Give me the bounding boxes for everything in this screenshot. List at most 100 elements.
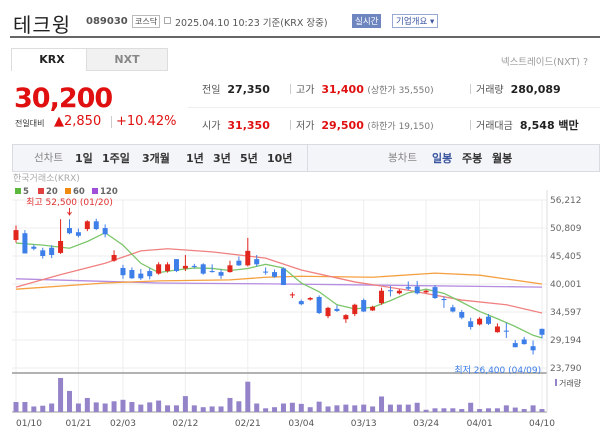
volume-bar	[66, 390, 72, 412]
candle-body	[432, 287, 438, 298]
candle-body	[334, 308, 340, 311]
volume-bar	[31, 406, 37, 412]
volume-bar	[22, 402, 28, 412]
candle-body	[486, 316, 492, 324]
candle-body	[379, 290, 385, 304]
volume-bar	[218, 406, 224, 412]
volume-bar	[387, 404, 393, 412]
y-tick-label: 40,001	[550, 280, 582, 290]
candle-body	[539, 328, 545, 335]
high-value: 31,400	[321, 83, 364, 96]
volume-bar	[93, 402, 99, 412]
candle-body	[272, 272, 278, 277]
candle-body	[325, 307, 331, 317]
volume-bar	[129, 402, 135, 412]
min-annotation: 최저 26,400 (04/09)	[454, 365, 541, 376]
candle-body	[307, 297, 313, 300]
candle-daily[interactable]: 일봉	[432, 152, 453, 165]
candle-weekly[interactable]: 주봉	[462, 152, 483, 165]
candle-body	[387, 290, 393, 292]
volume-bar	[486, 408, 492, 412]
volume-stat: 거래량 280,089	[476, 81, 561, 96]
volume-bar	[450, 408, 456, 412]
volume-bar	[468, 402, 474, 412]
period-3y[interactable]: 3년	[213, 152, 231, 165]
volume-bar	[361, 404, 367, 412]
volume-bar	[441, 408, 447, 412]
prev-label: 전일	[202, 85, 221, 96]
volume-bar	[477, 409, 483, 412]
candle-chart-label: 봉차트	[388, 152, 417, 164]
volume-bar	[423, 409, 429, 412]
candle-body	[503, 330, 509, 332]
volume-bar	[530, 405, 536, 412]
nxt-help-link[interactable]: 넥스트레이드(NXT) ?	[500, 57, 588, 68]
candle-body	[84, 221, 90, 230]
candle-body	[298, 301, 304, 305]
period-5y[interactable]: 5년	[240, 152, 258, 165]
candle-body	[120, 267, 126, 276]
x-tick-label: 01/21	[65, 419, 91, 429]
volume-bar	[352, 405, 358, 412]
high-price: 고가 31,400 (상한가 35,550)	[296, 81, 434, 96]
candle-body	[182, 265, 188, 269]
volume-bar	[280, 403, 286, 412]
volume-bar	[334, 405, 340, 412]
candle-body	[22, 233, 28, 254]
candle-body	[414, 286, 420, 294]
period-3m[interactable]: 3개월	[142, 152, 170, 165]
candle-body	[263, 271, 269, 273]
candle-body	[405, 287, 411, 289]
volume-bar	[156, 400, 162, 412]
volume-bar	[316, 401, 322, 412]
x-tick-label: 04/01	[467, 419, 493, 429]
prev-value: 27,350	[227, 83, 270, 96]
change-label: 전일대비	[15, 119, 45, 128]
candle-body	[450, 307, 456, 312]
prev-close: 전일 27,350	[202, 81, 270, 96]
y-tick-label: 34,597	[550, 308, 582, 318]
candle-body	[138, 273, 144, 279]
chart-toolbar	[12, 144, 600, 172]
period-10y[interactable]: 10년	[267, 152, 293, 165]
candle-body	[40, 250, 46, 257]
volume-bar	[343, 404, 349, 412]
volume-bar	[512, 407, 518, 412]
volume-bar	[191, 405, 197, 412]
low-label: 저가	[296, 121, 315, 132]
candle-body	[361, 300, 367, 312]
candle-body	[218, 272, 224, 276]
realtime-button[interactable]: 실시간	[352, 14, 382, 28]
x-tick-label: 01/10	[16, 419, 42, 429]
candle-body	[102, 228, 108, 235]
candle-monthly[interactable]: 월봉	[492, 152, 513, 165]
ma20-line	[15, 248, 543, 314]
tab-nxt[interactable]: NXT	[86, 48, 168, 71]
volume-bar	[396, 404, 402, 412]
amount-label: 거래대금	[476, 121, 513, 132]
tab-krx[interactable]: KRX	[11, 48, 93, 71]
candlestick-chart[interactable]: 56,212 50,809 45,405 40,001 34,597 29,194 23,7…	[0, 190, 600, 446]
high-label: 고가	[296, 85, 315, 96]
candle-body	[236, 260, 242, 266]
volume-bar	[263, 408, 269, 412]
volume-bar	[494, 408, 500, 412]
low-value: 29,500	[321, 119, 364, 132]
candle-body	[156, 264, 162, 274]
candle-body	[521, 339, 527, 345]
volume-bar	[370, 406, 376, 412]
candle-body	[343, 315, 349, 320]
volume-bar	[254, 403, 260, 412]
candle-body	[191, 265, 197, 267]
candle-body	[289, 294, 295, 296]
candle-body	[129, 270, 135, 279]
volume-bar	[102, 403, 108, 412]
company-overview-dropdown[interactable]: 기업개요 ▾	[392, 14, 439, 28]
period-1w[interactable]: 1주일	[102, 152, 130, 165]
period-1y[interactable]: 1년	[186, 152, 204, 165]
lower-limit: (하한가 19,150)	[367, 122, 434, 132]
period-1d[interactable]: 1일	[75, 152, 93, 165]
volume-bar	[138, 404, 144, 412]
candle-body	[209, 271, 215, 273]
candle-body	[280, 268, 286, 286]
